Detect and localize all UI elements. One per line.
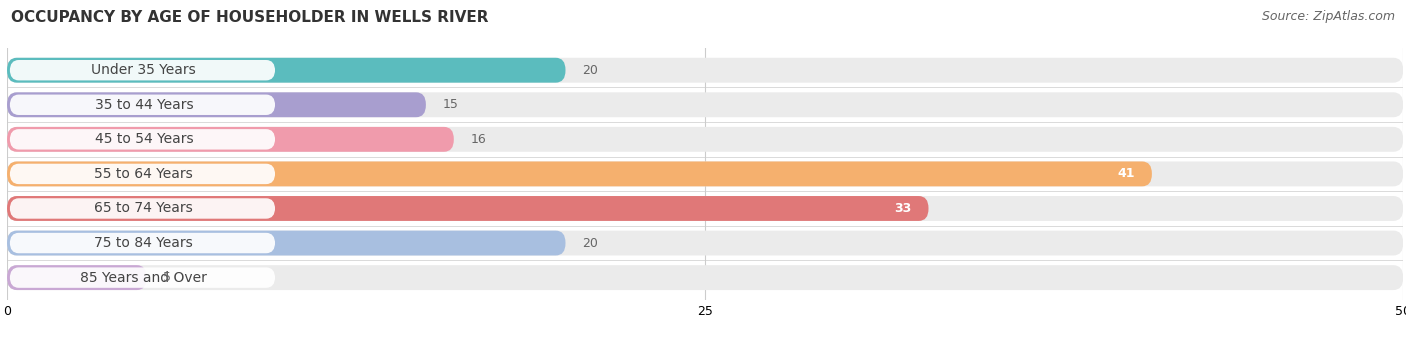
FancyBboxPatch shape (7, 92, 426, 117)
FancyBboxPatch shape (10, 198, 276, 219)
Text: 55 to 64 Years: 55 to 64 Years (94, 167, 193, 181)
FancyBboxPatch shape (10, 164, 276, 184)
Text: 75 to 84 Years: 75 to 84 Years (94, 236, 193, 250)
FancyBboxPatch shape (7, 196, 1403, 221)
FancyBboxPatch shape (7, 231, 565, 255)
Text: 35 to 44 Years: 35 to 44 Years (94, 98, 193, 112)
FancyBboxPatch shape (7, 231, 1403, 255)
Text: 5: 5 (163, 271, 172, 284)
FancyBboxPatch shape (10, 129, 276, 150)
Text: 85 Years and Over: 85 Years and Over (80, 271, 207, 285)
Text: Under 35 Years: Under 35 Years (91, 63, 197, 77)
FancyBboxPatch shape (7, 58, 1403, 83)
FancyBboxPatch shape (7, 127, 454, 152)
FancyBboxPatch shape (10, 94, 276, 115)
Text: OCCUPANCY BY AGE OF HOUSEHOLDER IN WELLS RIVER: OCCUPANCY BY AGE OF HOUSEHOLDER IN WELLS… (11, 10, 489, 25)
FancyBboxPatch shape (7, 162, 1403, 186)
FancyBboxPatch shape (10, 233, 276, 253)
Text: Source: ZipAtlas.com: Source: ZipAtlas.com (1261, 10, 1395, 23)
Text: 15: 15 (443, 98, 458, 111)
FancyBboxPatch shape (10, 267, 276, 288)
FancyBboxPatch shape (7, 265, 1403, 290)
FancyBboxPatch shape (7, 265, 146, 290)
FancyBboxPatch shape (7, 58, 565, 83)
Text: 45 to 54 Years: 45 to 54 Years (94, 132, 193, 146)
FancyBboxPatch shape (7, 196, 928, 221)
Text: 20: 20 (582, 64, 598, 77)
FancyBboxPatch shape (7, 162, 1152, 186)
Text: 65 to 74 Years: 65 to 74 Years (94, 202, 193, 216)
Text: 33: 33 (894, 202, 911, 215)
Text: 20: 20 (582, 237, 598, 250)
Text: 16: 16 (471, 133, 486, 146)
FancyBboxPatch shape (7, 127, 1403, 152)
Text: 41: 41 (1118, 167, 1135, 180)
FancyBboxPatch shape (10, 60, 276, 80)
FancyBboxPatch shape (7, 92, 1403, 117)
